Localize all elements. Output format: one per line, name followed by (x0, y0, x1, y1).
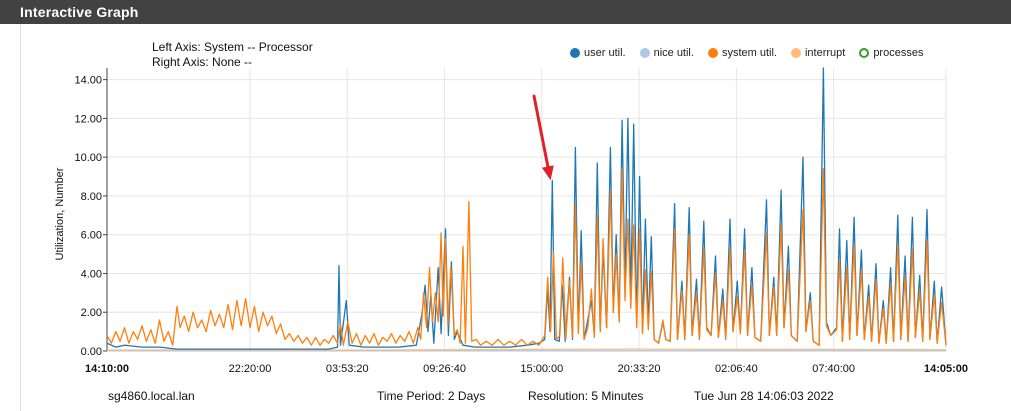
left-axis-label: Left Axis: System -- Processor (152, 40, 313, 54)
panel-title: Interactive Graph (20, 4, 139, 20)
legend-label: system util. (721, 47, 777, 59)
legend-label: nice util. (653, 47, 694, 59)
legend-marker (707, 48, 718, 58)
axis-info: Left Axis: System -- Processor Right Axi… (152, 40, 313, 70)
panel-header: Interactive Graph (0, 0, 1011, 24)
legend-item-system-util[interactable]: system util. (707, 47, 777, 59)
legend-label: interrupt (804, 47, 846, 59)
legend-label: user util. (584, 47, 626, 59)
legend-marker (859, 48, 870, 58)
footer-timestamp: Tue Jun 28 14:06:03 2022 (694, 389, 834, 403)
footer-resolution: Resolution: 5 Minutes (528, 389, 644, 403)
legend-item-nice-util[interactable]: nice util. (639, 47, 694, 59)
footer-period: Time Period: 2 Days (377, 389, 486, 403)
right-axis-label: Right Axis: None -- (152, 55, 253, 69)
legend-item-interrupt[interactable]: interrupt (790, 47, 846, 59)
legend: user util. nice util. system util. inter… (570, 47, 937, 59)
footer-host: sg4860.local.lan (108, 389, 195, 403)
legend-label: processes (873, 47, 924, 59)
panel-body (20, 24, 1011, 411)
legend-marker (790, 48, 801, 58)
legend-item-processes[interactable]: processes (859, 47, 923, 59)
legend-marker (570, 48, 580, 58)
legend-marker (639, 48, 650, 58)
legend-item-user-util[interactable]: user util. (570, 47, 626, 59)
